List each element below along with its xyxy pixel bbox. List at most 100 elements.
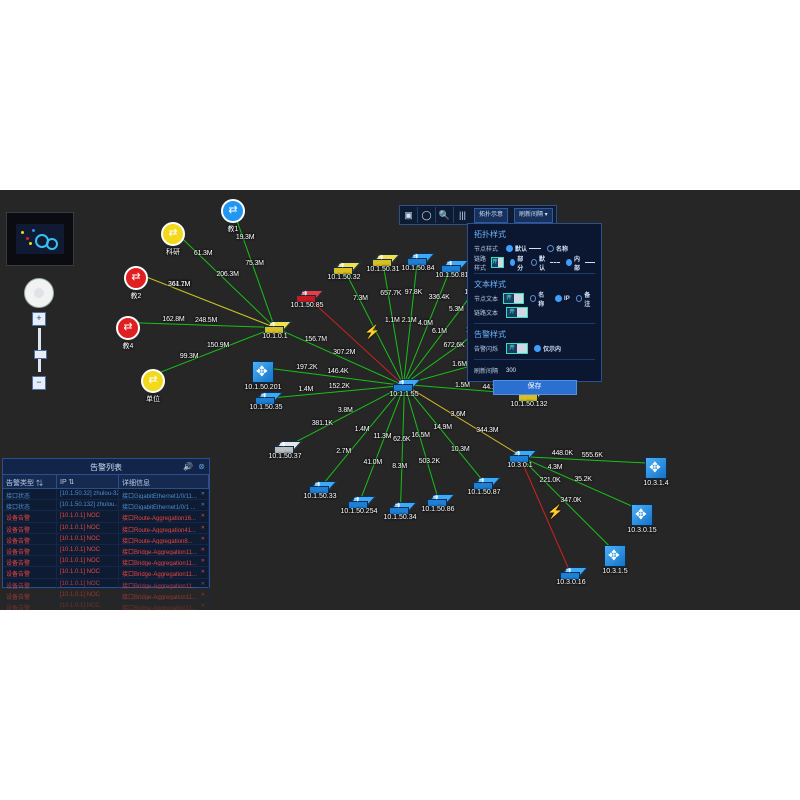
column-header-ip[interactable]: IP ⇅ [57, 475, 119, 488]
topology-node[interactable]: 科研 [161, 222, 185, 256]
radio-text-remark[interactable]: 备注 [575, 290, 595, 308]
topology-node[interactable]: ⇉ 10.1.50.86 [421, 494, 456, 513]
topology-link[interactable] [359, 385, 405, 503]
topology-toolbar[interactable]: ▣ ◯ 🔍 ||| 拓扑示意 刷新间隔 ▾ [399, 205, 557, 225]
dismiss-icon[interactable]: ✕ [200, 580, 205, 587]
table-row[interactable]: 设备告警 [10.1.0.1] NOC 接口Bridge-Aggregation11… [3, 600, 209, 610]
dismiss-icon[interactable]: ✕ [200, 513, 205, 520]
topology-node[interactable]: ⇉ 10.1.50.85 [290, 290, 325, 309]
speaker-icon[interactable]: 🔊 [183, 462, 193, 471]
topology-node[interactable]: 10.3.1.4 [643, 457, 669, 487]
pan-compass-icon[interactable] [24, 278, 54, 308]
topology-node[interactable]: 教1 [221, 199, 245, 233]
dismiss-icon[interactable]: ✕ [200, 535, 205, 542]
minimap[interactable] [6, 212, 74, 266]
topology-node[interactable]: 教2 [124, 266, 148, 300]
radio-alarm-inner[interactable]: 仅示内 [534, 344, 561, 353]
topology-node[interactable]: ⇉ 10.1.50.35 [249, 392, 284, 411]
topology-node[interactable]: ⇉ 10.1.50.32 [327, 262, 362, 281]
topology-node[interactable]: ⇉ 10.1.50.31 [366, 254, 401, 273]
topology-node[interactable]: ⇉ 10.1.50.34 [383, 502, 418, 521]
topology-legend-button[interactable]: 拓扑示意 [474, 207, 509, 223]
table-row[interactable]: 接口状态 [10.1.50.132] zhulou... 接口GigabitEthe… [3, 500, 209, 512]
router-icon [645, 457, 667, 479]
dismiss-icon[interactable]: ✕ [200, 558, 205, 565]
topology-node[interactable]: 10.3.0.15 [627, 504, 657, 534]
refresh-interval-dropdown[interactable]: 刷新间隔 ▾ [514, 207, 553, 223]
radio-link-partial[interactable]: 部分 [509, 254, 525, 272]
radio-link-default[interactable]: 默认 [530, 254, 560, 272]
refresh-interval-input[interactable]: 300 [506, 367, 517, 374]
dismiss-icon[interactable]: ✕ [200, 502, 205, 509]
router-icon [252, 361, 274, 383]
topology-node[interactable]: ⇉ 10.1.50.254 [341, 496, 377, 515]
toggle-link-style[interactable]: 开 [491, 257, 504, 268]
dismiss-icon[interactable]: ✕ [200, 591, 205, 598]
style-settings-panel[interactable]: 拓扑样式 节点样式 默认 名称 链路样式 开 部分 默认 内部 文本样式 节点文… [467, 223, 602, 395]
radio-link-internal[interactable]: 内部 [565, 254, 595, 272]
link-bandwidth-label: 206.3M [216, 271, 239, 279]
topology-node[interactable]: ⇉ 10.1.50.81 [435, 260, 470, 279]
column-header-type[interactable]: 告警类型 ⇅ [3, 475, 57, 488]
table-row[interactable]: 设备告警 [10.1.0.1] NOC 接口Bridge-Aggregation11… [3, 556, 209, 568]
topology-canvas[interactable]: + − 19.3M 75.3M 61.3M 206.3M 244.1M 361.7M 162… [0, 190, 800, 610]
toggle-alarm-blink[interactable]: 开 [506, 343, 528, 354]
topology-node[interactable]: 教4 [116, 316, 140, 350]
layers-icon[interactable]: ||| [458, 210, 466, 220]
search-icon[interactable]: 🔍 [436, 207, 454, 223]
table-row[interactable]: 设备告警 [10.1.0.1] NOC 接口Bridge-Aggregation11… [3, 589, 209, 601]
dismiss-icon[interactable]: ✕ [200, 569, 205, 576]
topology-link[interactable] [519, 456, 571, 574]
topology-node[interactable]: ⇉ 10.1.0.1 [262, 321, 293, 340]
topology-node[interactable]: ⇉ 10.1.1.55 [389, 379, 422, 398]
radio-text-ip[interactable]: IP [555, 295, 570, 302]
alarm-list-panel[interactable]: 告警列表 🔊 ⊗ 告警类型 ⇅ IP ⇅ 详细信息 接口状态 [10.1.50.3… [2, 458, 210, 610]
zoom-controls[interactable]: + − [21, 278, 57, 390]
topology-node[interactable]: 单位 [141, 369, 165, 403]
row-alarm-blink[interactable]: 告警闪烁 开 仅示内 [474, 343, 601, 354]
dismiss-icon[interactable]: ✕ [200, 524, 205, 531]
topology-node[interactable]: 10.1.50.201 [245, 361, 281, 391]
table-row[interactable]: 设备告警 [10.1.0.1] NOC 接口Bridge-Aggregation11… [3, 567, 209, 579]
refresh-icon[interactable]: ◯ [418, 207, 436, 223]
row-link-text[interactable]: 链路文本 开 [474, 307, 601, 318]
zoom-in-button[interactable]: + [32, 312, 46, 326]
row-node-text[interactable]: 节点文本 开 名称 IP 备注 [474, 293, 601, 308]
table-row[interactable]: 接口状态 [10.1.50.32] zhulou-32 接口GigabitEther… [3, 489, 209, 501]
table-row[interactable]: 设备告警 [10.1.0.1] NOC 接口Route-Aggregation8..… [3, 533, 209, 545]
topology-node[interactable]: ⇉ 10.3.0.16 [556, 567, 589, 586]
topology-node[interactable]: ⇉ 10.1.50.33 [303, 481, 338, 500]
dismiss-icon[interactable]: ✕ [200, 602, 205, 609]
topology-node[interactable]: ⇉ 10.3.0.1 [507, 450, 538, 469]
column-header-detail[interactable]: 详细信息 [119, 475, 209, 488]
table-row[interactable]: 设备告警 [10.1.0.1] NOC 接口Route-Aggregation16.… [3, 511, 209, 523]
close-icon[interactable]: ⊗ [198, 462, 205, 471]
dismiss-icon[interactable]: ✕ [200, 546, 205, 553]
table-row[interactable]: 设备告警 [10.1.0.1] NOC 接口Bridge-Aggregation11… [3, 578, 209, 590]
zoom-slider[interactable] [33, 328, 47, 372]
topology-node[interactable]: 10.3.1.5 [602, 545, 628, 575]
toggle-node-text[interactable]: 开 [503, 293, 524, 304]
topology-node[interactable]: ⇉ 10.1.50.84 [401, 253, 436, 272]
table-row[interactable]: 设备告警 [10.1.0.1] NOC 接口Bridge-Aggregation11… [3, 544, 209, 557]
table-row[interactable]: 设备告警 [10.1.0.1] NOC 接口Route-Aggregation41.… [3, 522, 209, 534]
switch-icon: ⇉ [508, 450, 538, 463]
dismiss-icon[interactable]: ✕ [200, 491, 205, 497]
save-button[interactable]: 保存 [492, 380, 577, 395]
zoom-slider-handle[interactable] [33, 350, 47, 359]
topology-node[interactable]: ⇉ 10.1.50.87 [467, 477, 502, 496]
radio-node-default[interactable]: 默认 [506, 244, 542, 253]
label-refresh-interval: 刷新间隔 [474, 369, 499, 375]
radio-node-name[interactable]: 名称 [547, 244, 568, 253]
row-node-style[interactable]: 节点样式 默认 名称 [474, 243, 601, 254]
row-refresh-interval[interactable]: 刷新间隔 300 [474, 365, 601, 376]
radio-text-name[interactable]: 名称 [529, 290, 549, 308]
topology-link[interactable] [400, 385, 405, 509]
toggle-link-text[interactable]: 开 [506, 307, 528, 318]
zoom-out-button[interactable]: − [32, 376, 46, 390]
row-link-style[interactable]: 链路样式 开 部分 默认 内部 [474, 257, 601, 272]
topology-node[interactable]: ⇉ 10.1.50.37 [268, 441, 303, 460]
node-label: 10.3.1.5 [602, 568, 628, 575]
link-bandwidth-label: 7.3M [353, 295, 368, 303]
stop-icon[interactable]: ▣ [400, 207, 418, 223]
